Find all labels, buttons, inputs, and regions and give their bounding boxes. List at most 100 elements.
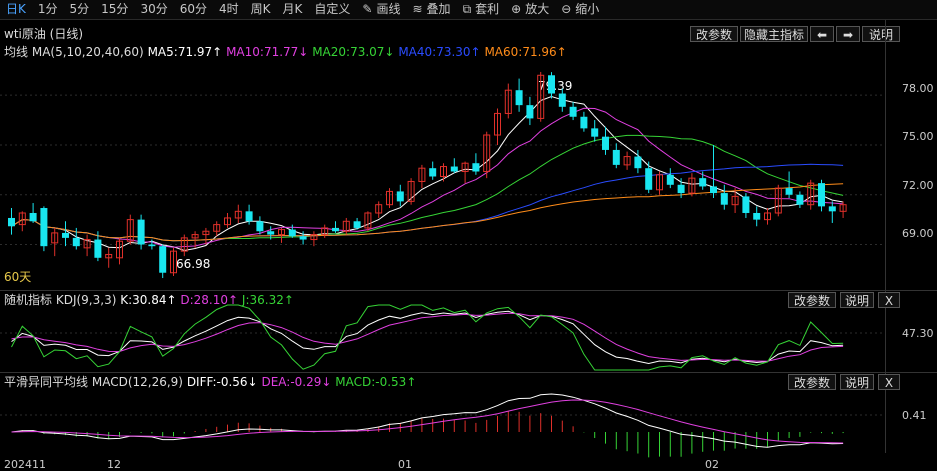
period-5min[interactable]: 5分 — [69, 2, 90, 16]
candle-body-down — [299, 236, 307, 240]
candle-body-up — [234, 210, 242, 219]
ma-label: 均线 — [4, 45, 29, 59]
ma40-value: MA40:73.30↑ — [398, 45, 481, 59]
candle-body-up — [407, 180, 415, 202]
candle-body-down — [245, 211, 253, 222]
candle-body-down — [396, 191, 404, 202]
overlay-button[interactable]: ≋ 叠加 — [406, 0, 456, 19]
candle-body-down — [666, 174, 674, 185]
swap-icon: ⧉ — [462, 2, 472, 16]
ma40-line — [11, 163, 844, 242]
candle-body-down — [569, 106, 577, 117]
period-60min[interactable]: 60分 — [179, 2, 207, 16]
period-15min[interactable]: 15分 — [101, 2, 129, 16]
candle-body-down — [634, 156, 642, 169]
candle-body-up — [418, 167, 426, 182]
draw-line-button[interactable]: ✎ 画线 — [356, 0, 406, 19]
candle-body-down — [699, 178, 707, 187]
candle-body-up — [126, 219, 134, 242]
ma-legend: 均线 MA(5,10,20,40,60) MA5:71.97↑ MA10:71.… — [4, 44, 567, 61]
ma10-value: MA10:71.77↓ — [226, 45, 309, 59]
ma-params: MA(5,10,20,40,60) — [31, 45, 144, 59]
candle-body-down — [742, 196, 750, 213]
scroll-left-button[interactable]: ⬅ — [810, 26, 834, 42]
candle-body-up — [364, 212, 372, 229]
zoom-out-icon: ⊖ — [561, 2, 572, 16]
candle-body-up — [180, 237, 188, 252]
candle-body-down — [677, 184, 685, 194]
candle-body-down — [558, 93, 566, 107]
candle-body-up — [18, 212, 26, 226]
candle-body-down — [580, 116, 588, 129]
candle-body-up — [321, 227, 329, 236]
candle-body-down — [720, 193, 728, 205]
date-tick-feb: 02 — [705, 458, 719, 471]
zoom-out-button[interactable]: ⊖ 缩小 — [555, 0, 605, 19]
date-tick-nov: 202411 — [4, 458, 46, 471]
kdj-label: 随机指标 — [4, 293, 53, 307]
period-week[interactable]: 周K — [250, 2, 271, 16]
candle-body-down — [526, 105, 534, 119]
candle-body-down — [62, 232, 69, 238]
candle-body-up — [461, 162, 469, 173]
kdj-legend: 随机指标 KDJ(9,3,3) K:30.84↑ D:28.10↑ J:36.3… — [4, 292, 294, 309]
ma5-value: MA5:71.97↑ — [147, 45, 223, 59]
ma10-line — [11, 107, 844, 248]
candle-body-down — [267, 231, 275, 235]
period-day[interactable]: 日K — [6, 2, 26, 16]
period-count-label: 60天 — [4, 270, 32, 284]
kdj-j-line — [11, 304, 844, 371]
period-1min[interactable]: 1分 — [37, 2, 58, 16]
candle-body-up — [224, 217, 231, 226]
zoom-in-icon: ⊕ — [511, 2, 522, 16]
main-params-button[interactable]: 改参数 — [690, 26, 738, 42]
candle-body-up — [774, 187, 782, 214]
kdj-close-button[interactable]: X — [878, 292, 900, 308]
macd-legend: 平滑异同平均线 MACD(12,26,9) DIFF:-0.56↓ DEA:-0… — [4, 374, 416, 391]
macd-diff-line — [11, 393, 844, 448]
price-tick-75: 75.00 — [902, 130, 934, 143]
kdj-params-button[interactable]: 改参数 — [788, 292, 836, 308]
candle-body-down — [753, 212, 761, 220]
candle-body-down — [710, 186, 717, 194]
macd-help-button[interactable]: 说明 — [840, 374, 874, 390]
candle-body-down — [828, 206, 836, 212]
period-custom[interactable]: 自定义 — [314, 2, 351, 16]
candle-body-down — [256, 221, 264, 232]
candle-body-down — [148, 244, 156, 247]
panel-divider[interactable] — [0, 372, 937, 373]
macd-close-button[interactable]: X — [878, 374, 900, 390]
candle-body-up — [731, 195, 739, 206]
macd-dea-value: DEA:-0.29↓ — [261, 375, 332, 389]
date-tick-jan: 01 — [398, 458, 412, 471]
macd-dea-line — [11, 399, 844, 444]
macd-diff-value: DIFF:-0.56↓ — [186, 375, 258, 389]
kdj-k-line — [11, 310, 844, 365]
kdj-help-button[interactable]: 说明 — [840, 292, 874, 308]
panel-divider[interactable] — [0, 290, 937, 291]
kdj-j-value: J:36.32↑ — [241, 293, 294, 307]
ma20-value: MA20:73.07↓ — [312, 45, 395, 59]
candle-body-up — [504, 89, 512, 114]
kdj-params: KDJ(9,3,3) — [55, 293, 117, 307]
main-help-button[interactable]: 说明 — [862, 26, 900, 42]
scroll-right-button[interactable]: ➡ — [836, 26, 860, 42]
ma60-value: MA60:71.96↑ — [484, 45, 567, 59]
hide-main-indicator-button[interactable]: 隐藏主指标 — [740, 26, 808, 42]
candle-body-down — [591, 128, 599, 137]
period-30min[interactable]: 30分 — [140, 2, 168, 16]
period-month[interactable]: 月K — [282, 2, 303, 16]
date-tick-dec: 12 — [107, 458, 121, 471]
macd-params-button[interactable]: 改参数 — [788, 374, 836, 390]
candle-body-up — [656, 174, 663, 191]
period-4h[interactable]: 4时 — [219, 2, 239, 16]
high-price-label: 79.39 — [538, 79, 573, 93]
arbitrage-button[interactable]: ⧉ 套利 — [457, 0, 506, 19]
macd-tick: 0.41 — [902, 409, 927, 422]
candle-body-down — [612, 149, 620, 165]
zoom-in-button[interactable]: ⊕ 放大 — [505, 0, 555, 19]
candle-body-up — [688, 177, 696, 194]
candle-body-up — [116, 240, 123, 259]
candle-body-down — [429, 168, 437, 177]
